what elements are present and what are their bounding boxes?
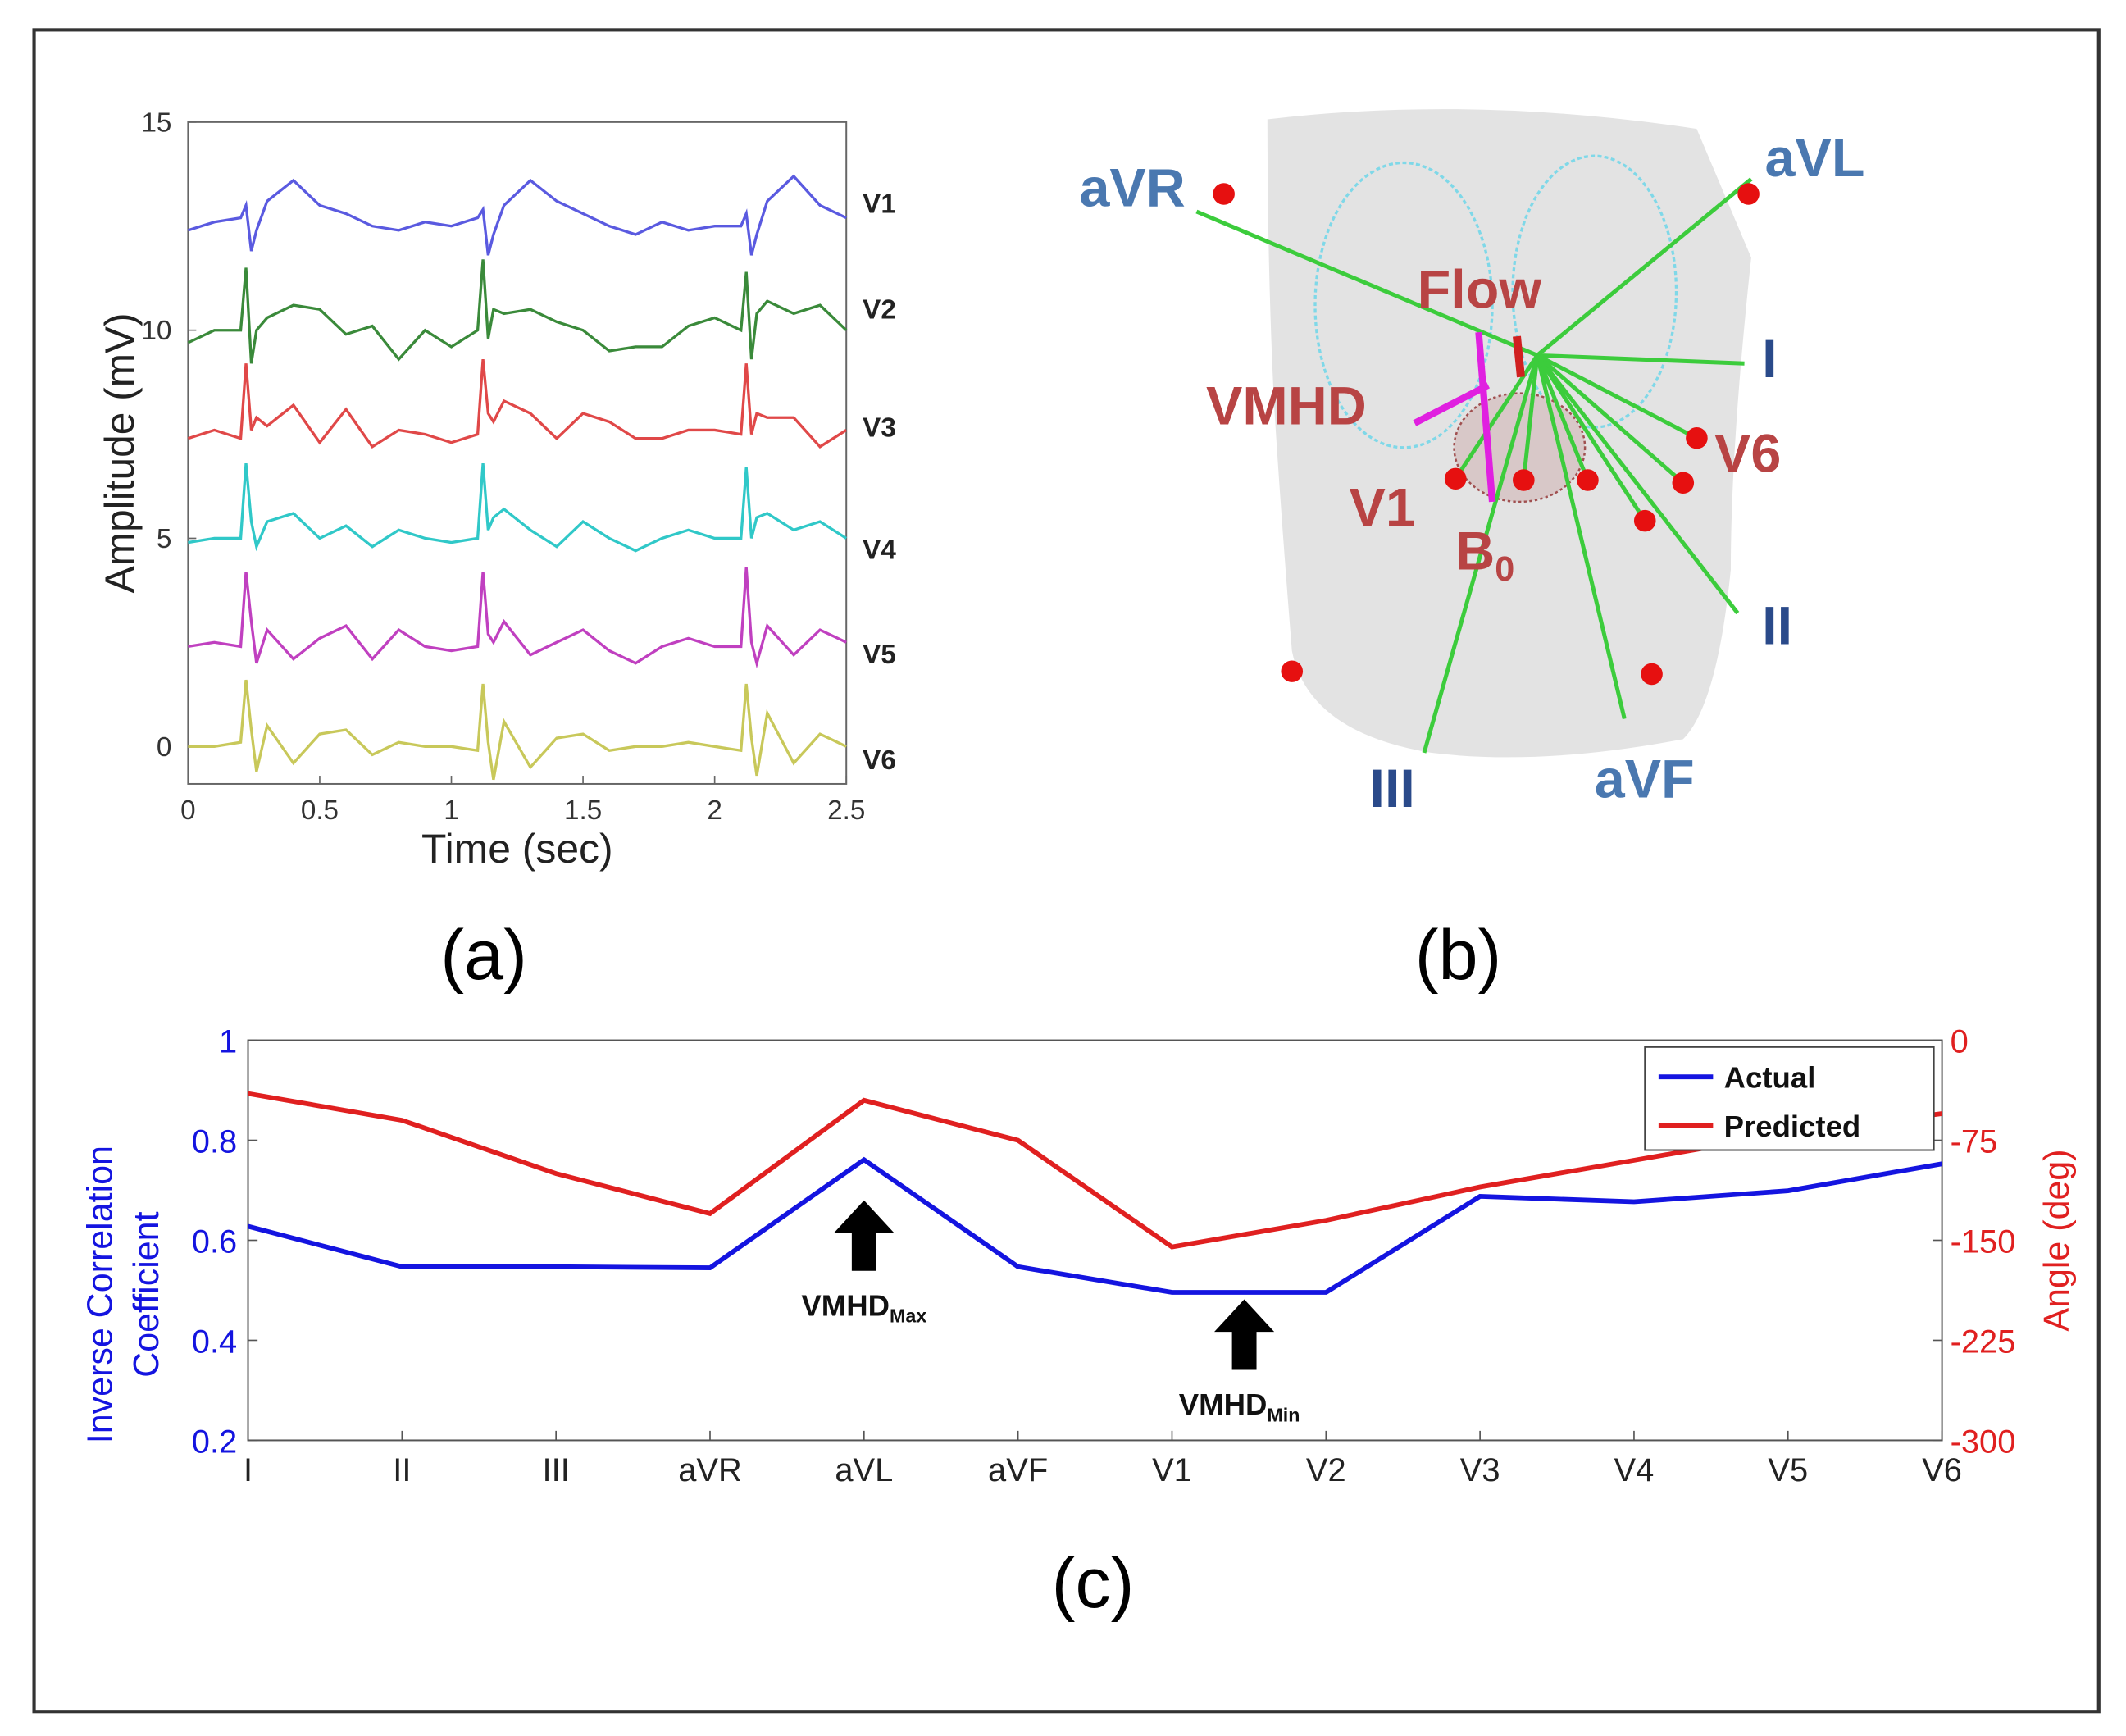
ecg-trace	[188, 567, 847, 669]
y2-axis-label: Angle (deg)	[2037, 1149, 2077, 1331]
y2-tick-label: -300	[1951, 1424, 2016, 1460]
lung	[1313, 161, 1494, 449]
legend-label: Actual	[1724, 1061, 1816, 1095]
legend-box	[1644, 1046, 1935, 1151]
y-axis-label: Inverse Correlation	[80, 1146, 120, 1443]
y-axis-label: Coefficient	[127, 1211, 166, 1377]
x-tick-label: aVL	[835, 1452, 893, 1488]
b0-sub: 0	[1495, 549, 1514, 589]
lead-name: V4	[863, 535, 896, 565]
lead-name: V2	[863, 295, 896, 326]
legend-label: Predicted	[1724, 1109, 1861, 1143]
annotation-text: VMHD	[1179, 1387, 1268, 1421]
lead-label: I	[1762, 329, 1777, 390]
annotation-sub: Min	[1267, 1404, 1300, 1425]
ecg-trace	[187, 259, 848, 364]
x-tick-label: V5	[1768, 1452, 1808, 1488]
figure-border	[32, 28, 2101, 1714]
y-tick-label: 0.4	[192, 1324, 237, 1360]
x-axis-label: Time (sec)	[421, 826, 613, 872]
y-tick-label: 0.2	[192, 1424, 237, 1460]
lead-label: aVF	[1595, 750, 1695, 810]
lead-name: V6	[863, 745, 896, 776]
x-tick-label: III	[543, 1452, 570, 1488]
x-tick-label: 1.5	[564, 795, 602, 826]
y-tick-label: 1	[219, 1024, 237, 1060]
lead-name: V1	[863, 189, 896, 220]
vmhd-marker	[1413, 331, 1496, 503]
lead-name: V5	[863, 640, 896, 670]
torso-diagram: aVR aVL Flow I VMHD V6 V1 B0 II III aVF	[1079, 109, 1864, 819]
caption: (a)	[440, 916, 527, 995]
x-tick-label: 0	[180, 795, 195, 826]
series-line	[248, 1091, 1942, 1250]
vmhd-label: VMHD	[1206, 376, 1367, 437]
lead-lines	[1195, 177, 1753, 754]
lead-label: V6	[1714, 424, 1781, 485]
x-tick-label: V2	[1306, 1452, 1346, 1488]
y-tick-label: 15	[141, 108, 171, 139]
annotation: VMHDMax	[801, 1288, 926, 1326]
x-tick-label: 2.5	[827, 795, 865, 826]
flow-label: Flow	[1418, 260, 1542, 321]
y2-tick-label: -225	[1951, 1324, 2016, 1360]
arrow	[1214, 1299, 1275, 1370]
lead-label: V1	[1350, 478, 1416, 539]
y-tick-label: 0	[157, 732, 171, 763]
ecg-trace	[188, 462, 848, 553]
x-tick-label: V6	[1922, 1452, 1962, 1488]
lead-label: aVL	[1765, 128, 1865, 189]
x-tick-label: aVR	[678, 1452, 742, 1488]
b0-text: B	[1455, 522, 1495, 582]
plot-area	[187, 121, 848, 785]
x-tick-label: II	[393, 1452, 411, 1488]
y-axis-label: Amplitude (mV)	[97, 312, 143, 593]
electrodes	[1213, 183, 1760, 686]
x-tick-label: I	[244, 1452, 253, 1488]
annotation-sub: Max	[890, 1305, 926, 1327]
caption: (c)	[1052, 1544, 1135, 1623]
ecg-trace	[188, 679, 847, 781]
annotation-text: VMHD	[801, 1288, 890, 1322]
caption: (b)	[1415, 916, 1502, 995]
y-tick-label: 0.8	[192, 1123, 237, 1160]
y-tick-label: 0.6	[192, 1223, 237, 1260]
lead-label: aVR	[1079, 158, 1185, 219]
annotation: VMHDMin	[1179, 1387, 1300, 1425]
x-tick-label: V4	[1614, 1452, 1655, 1488]
x-tick-label: V3	[1460, 1452, 1500, 1488]
x-tick-label: 0.5	[301, 795, 339, 826]
y-tick-label: 10	[141, 316, 171, 346]
x-tick-label: aVF	[988, 1452, 1048, 1488]
series-line	[247, 1156, 1943, 1295]
ecg-trace	[187, 174, 847, 256]
lead-name: V3	[863, 413, 896, 444]
x-tick-label: 2	[707, 795, 722, 826]
x-tick-label: V1	[1152, 1452, 1192, 1488]
arrow	[834, 1200, 895, 1271]
flow-marker	[1513, 335, 1525, 378]
ecg-trace	[187, 358, 848, 449]
y-tick-label: 5	[157, 524, 171, 554]
y2-tick-label: 0	[1951, 1024, 1969, 1060]
y2-tick-label: -75	[1951, 1123, 1998, 1160]
x-tick-label: 1	[444, 795, 458, 826]
lead-label: II	[1762, 596, 1792, 657]
b0-label: B0	[1455, 522, 1514, 589]
y2-tick-label: -150	[1951, 1223, 2016, 1260]
lead-label: III	[1369, 759, 1414, 819]
